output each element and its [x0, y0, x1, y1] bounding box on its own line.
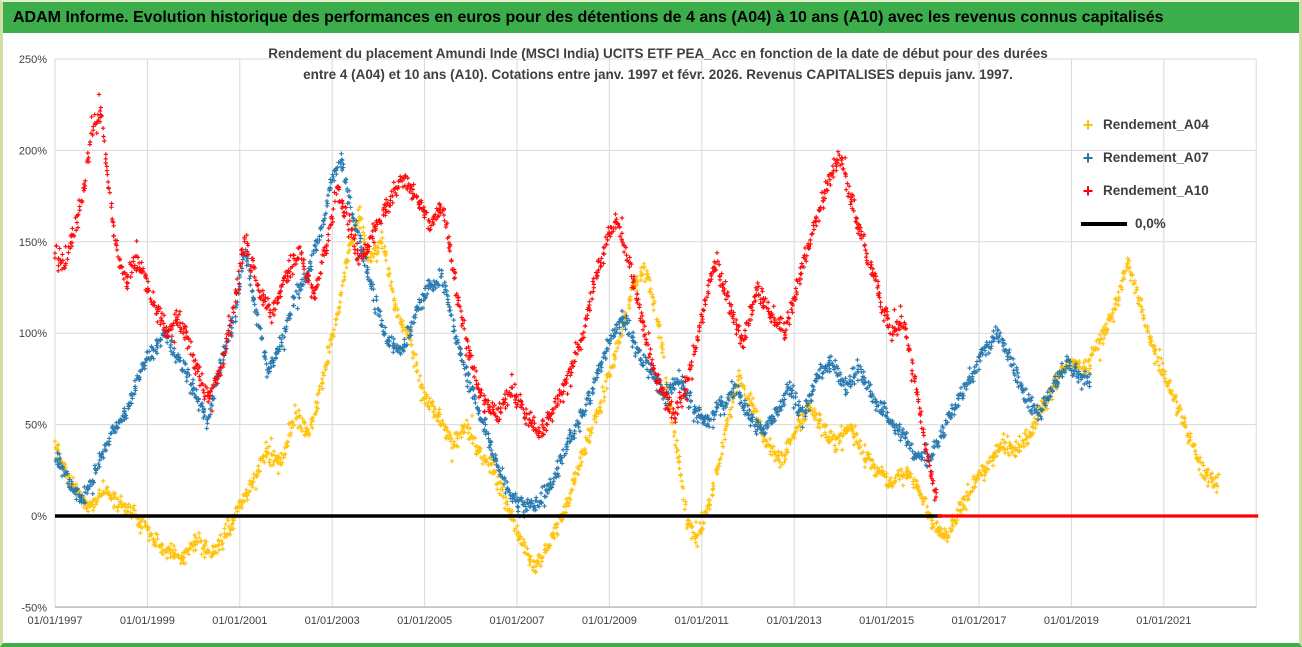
header-title: ADAM Informe. Evolution historique des p…: [13, 8, 1164, 26]
svg-text:01/01/2003: 01/01/2003: [305, 615, 360, 627]
svg-text:01/01/2007: 01/01/2007: [489, 615, 544, 627]
svg-text:01/01/2015: 01/01/2015: [859, 615, 914, 627]
series-a10-marker-icon: +: [1082, 180, 1094, 201]
svg-text:200%: 200%: [19, 145, 47, 157]
svg-text:01/01/1999: 01/01/1999: [120, 615, 175, 627]
svg-text:01/01/2011: 01/01/2011: [675, 615, 729, 627]
series-a07-marker-icon: +: [1082, 147, 1094, 168]
scatter-plot: 250% 200% 150% 100% 50% 0% -50%01/01/1997 01/01…: [19, 54, 1259, 627]
svg-text:01/01/2019: 01/01/2019: [1044, 615, 1099, 627]
svg-text:01/01/2009: 01/01/2009: [582, 615, 637, 627]
legend-item: + Rendement_A07: [1081, 147, 1209, 168]
svg-text:250%: 250%: [19, 54, 47, 66]
chart-title-line-2: entre 4 (A04) et 10 ans (A10). Cotations…: [303, 67, 1013, 82]
legend-item: + Rendement_A10: [1081, 180, 1209, 201]
svg-text:0%: 0%: [31, 511, 47, 523]
chart-title-line-1: Rendement du placement Amundi Inde (MSCI…: [268, 46, 1048, 61]
chart-area: 250% 200% 150% 100% 50% 0% -50% 01/01/1997 01/01…: [3, 33, 1299, 643]
legend-item: 0,0%: [1081, 216, 1209, 231]
svg-text:100%: 100%: [19, 328, 47, 340]
legend-label-a10: Rendement_A10: [1103, 183, 1209, 198]
series-a04-marker-icon: +: [1082, 114, 1094, 135]
svg-text:01/01/1997: 01/01/1997: [27, 615, 82, 627]
legend-item: + Rendement_A04: [1081, 114, 1209, 135]
svg-text:01/01/2013: 01/01/2013: [767, 615, 822, 627]
svg-text:50%: 50%: [25, 420, 47, 432]
zero-line-marker-icon: [1081, 221, 1127, 226]
legend-label-a04: Rendement_A04: [1103, 117, 1209, 132]
chart-title: Rendement du placement Amundi Inde (MSCI…: [225, 43, 1091, 85]
svg-text:-50%: -50%: [21, 602, 47, 614]
svg-text:150%: 150%: [19, 237, 47, 249]
chart-legend: + Rendement_A04 + Rendement_A07 + Rendem…: [1081, 114, 1209, 231]
svg-text:01/01/2017: 01/01/2017: [951, 615, 1006, 627]
legend-label-zero: 0,0%: [1135, 216, 1166, 231]
svg-text:01/01/2021: 01/01/2021: [1136, 615, 1191, 627]
svg-text:01/01/2001: 01/01/2001: [212, 615, 267, 627]
svg-text:01/01/2005: 01/01/2005: [397, 615, 452, 627]
legend-label-a07: Rendement_A07: [1103, 150, 1209, 165]
header-bar: ADAM Informe. Evolution historique des p…: [3, 2, 1299, 33]
